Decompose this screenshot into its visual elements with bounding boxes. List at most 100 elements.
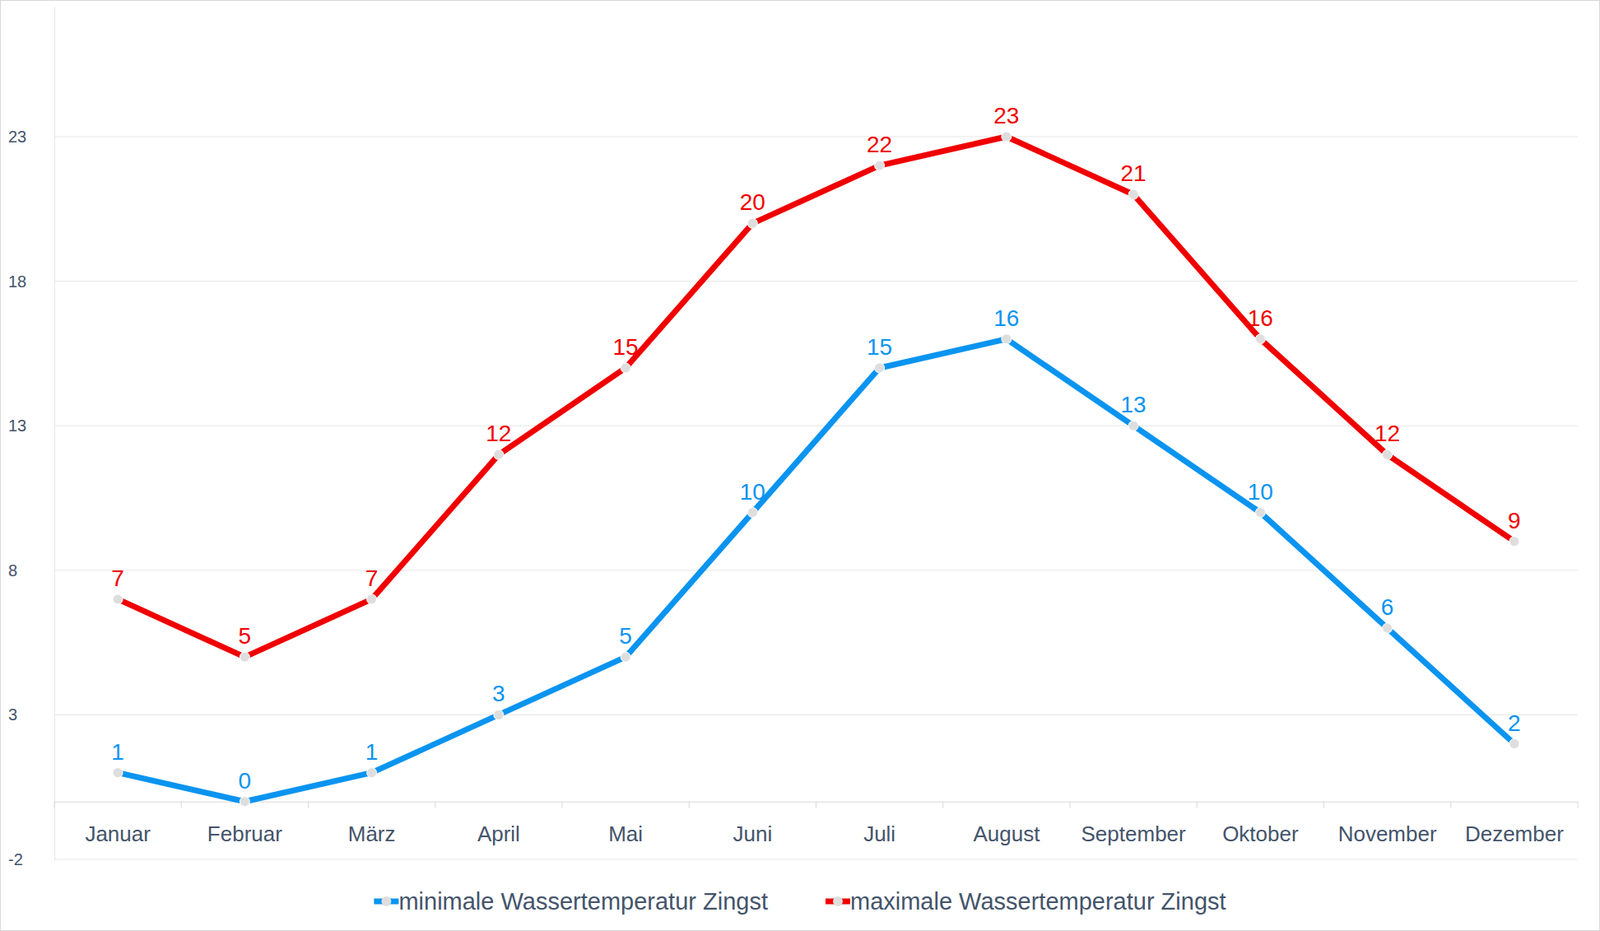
x-tick: Mai xyxy=(608,801,643,847)
chart-background xyxy=(0,0,1600,931)
series-marker xyxy=(1128,189,1139,200)
category-separator xyxy=(1577,801,1579,809)
series-marker xyxy=(112,767,123,778)
data-labels: 1013510151613106275712152022232116129 xyxy=(111,102,1521,794)
data-label: 12 xyxy=(485,420,512,447)
y-tick: 8 xyxy=(8,561,55,580)
plot-area xyxy=(112,131,1520,807)
x-tick-label: September xyxy=(1081,821,1187,847)
data-label: 16 xyxy=(993,305,1019,331)
y-axis: -2 3 8 13 18 23 xyxy=(8,7,56,869)
chart: -238131823JanuarFebruarMärzAprilMaiJuniJ… xyxy=(0,0,1600,931)
category-separator xyxy=(942,801,944,809)
y-tick: 3 xyxy=(8,705,55,724)
grid xyxy=(54,136,1578,860)
x-tick: September xyxy=(1081,801,1187,847)
series-marker xyxy=(239,651,250,662)
y-tick-label: 18 xyxy=(8,272,27,291)
series-marker xyxy=(1128,420,1139,431)
series-marker xyxy=(1001,334,1012,345)
y-tick: 13 xyxy=(8,416,55,435)
data-label: 9 xyxy=(1507,507,1521,534)
category-separator xyxy=(181,801,182,809)
y-tick: 23 xyxy=(8,127,55,146)
legend-marker xyxy=(381,896,391,907)
series-marker xyxy=(1509,739,1520,749)
data-label: 7 xyxy=(111,565,125,591)
series-marker xyxy=(620,362,631,373)
data-label: 13 xyxy=(1120,391,1147,418)
data-label: 15 xyxy=(866,334,893,360)
x-tick-label: Mai xyxy=(608,821,643,847)
category-separator xyxy=(307,801,309,809)
legend-item: maximale Wassertemperatur Zingst xyxy=(825,888,1227,915)
y-tick: 18 xyxy=(8,272,55,291)
data-label: 16 xyxy=(1247,305,1274,331)
x-tick: August xyxy=(972,801,1041,847)
data-label: 1 xyxy=(111,739,125,765)
legend-item: minimale Wassertemperatur Zingst xyxy=(373,888,768,915)
data-label: 2 xyxy=(1507,710,1521,736)
y-tick-label: -2 xyxy=(8,850,24,869)
data-label: 5 xyxy=(618,623,633,649)
series-marker xyxy=(367,594,377,605)
x-tick-label: Oktober xyxy=(1222,821,1299,847)
series-marker xyxy=(493,709,504,720)
x-tick-label: August xyxy=(972,821,1041,847)
x-tick-label: Juni xyxy=(733,821,773,847)
data-label: 7 xyxy=(365,565,379,591)
x-tick-label: Februar xyxy=(207,821,283,847)
category-separator xyxy=(1323,801,1325,809)
x-tick-label: März xyxy=(348,821,396,847)
x-tick: Januar xyxy=(84,801,151,847)
x-tick-label: Januar xyxy=(84,821,151,847)
y-tick-label: 8 xyxy=(8,561,18,580)
data-label: 10 xyxy=(739,479,766,505)
y-tick-label: 13 xyxy=(8,416,27,435)
data-label: 23 xyxy=(993,102,1019,129)
data-label: 20 xyxy=(739,189,766,215)
series-marker xyxy=(1382,449,1393,460)
series-marker xyxy=(874,160,885,171)
series-marker xyxy=(239,796,250,807)
legend-marker xyxy=(832,896,843,907)
legend: minimale Wassertemperatur Zingst maximale… xyxy=(373,888,1226,915)
series-marker xyxy=(1509,536,1520,547)
x-tick: März xyxy=(348,801,396,847)
y-axis-line xyxy=(54,7,56,861)
data-label: 10 xyxy=(1247,479,1274,505)
y-tick: -2 xyxy=(8,850,55,869)
category-separator xyxy=(1196,801,1198,809)
data-label: 21 xyxy=(1120,160,1147,187)
grid-line xyxy=(54,859,1578,861)
x-tick-label: Dezember xyxy=(1465,821,1564,847)
x-axis: Januar Februar März April Mai Juni Juli August S… xyxy=(55,801,1579,847)
grid-line xyxy=(54,714,1578,716)
category-separator xyxy=(54,801,56,809)
category-separator xyxy=(1069,801,1071,809)
series-marker xyxy=(493,449,504,460)
grid-line xyxy=(54,280,1578,282)
series-marker xyxy=(620,651,631,662)
x-tick: Oktober xyxy=(1222,801,1299,847)
category-separator xyxy=(1450,801,1452,809)
grid-line xyxy=(54,136,1578,138)
data-label: 1 xyxy=(365,739,379,765)
legend-label: maximale Wassertemperatur Zingst xyxy=(850,888,1227,915)
grid-line xyxy=(54,425,1578,427)
data-label: 22 xyxy=(866,131,893,158)
data-label: 0 xyxy=(238,767,252,794)
series-marker xyxy=(112,594,123,605)
category-separator xyxy=(434,801,436,809)
series-marker xyxy=(1255,507,1266,518)
legend-label: minimale Wassertemperatur Zingst xyxy=(398,888,768,915)
data-label: 5 xyxy=(238,623,252,649)
series-marker xyxy=(747,507,758,518)
x-tick-label: April xyxy=(477,821,521,847)
x-tick: Dezember xyxy=(1465,801,1564,847)
data-label: 6 xyxy=(1381,594,1395,620)
grid-line xyxy=(54,569,1578,571)
y-tick-label: 23 xyxy=(8,127,27,146)
data-label: 3 xyxy=(492,680,506,707)
x-tick: Juli xyxy=(863,801,896,847)
